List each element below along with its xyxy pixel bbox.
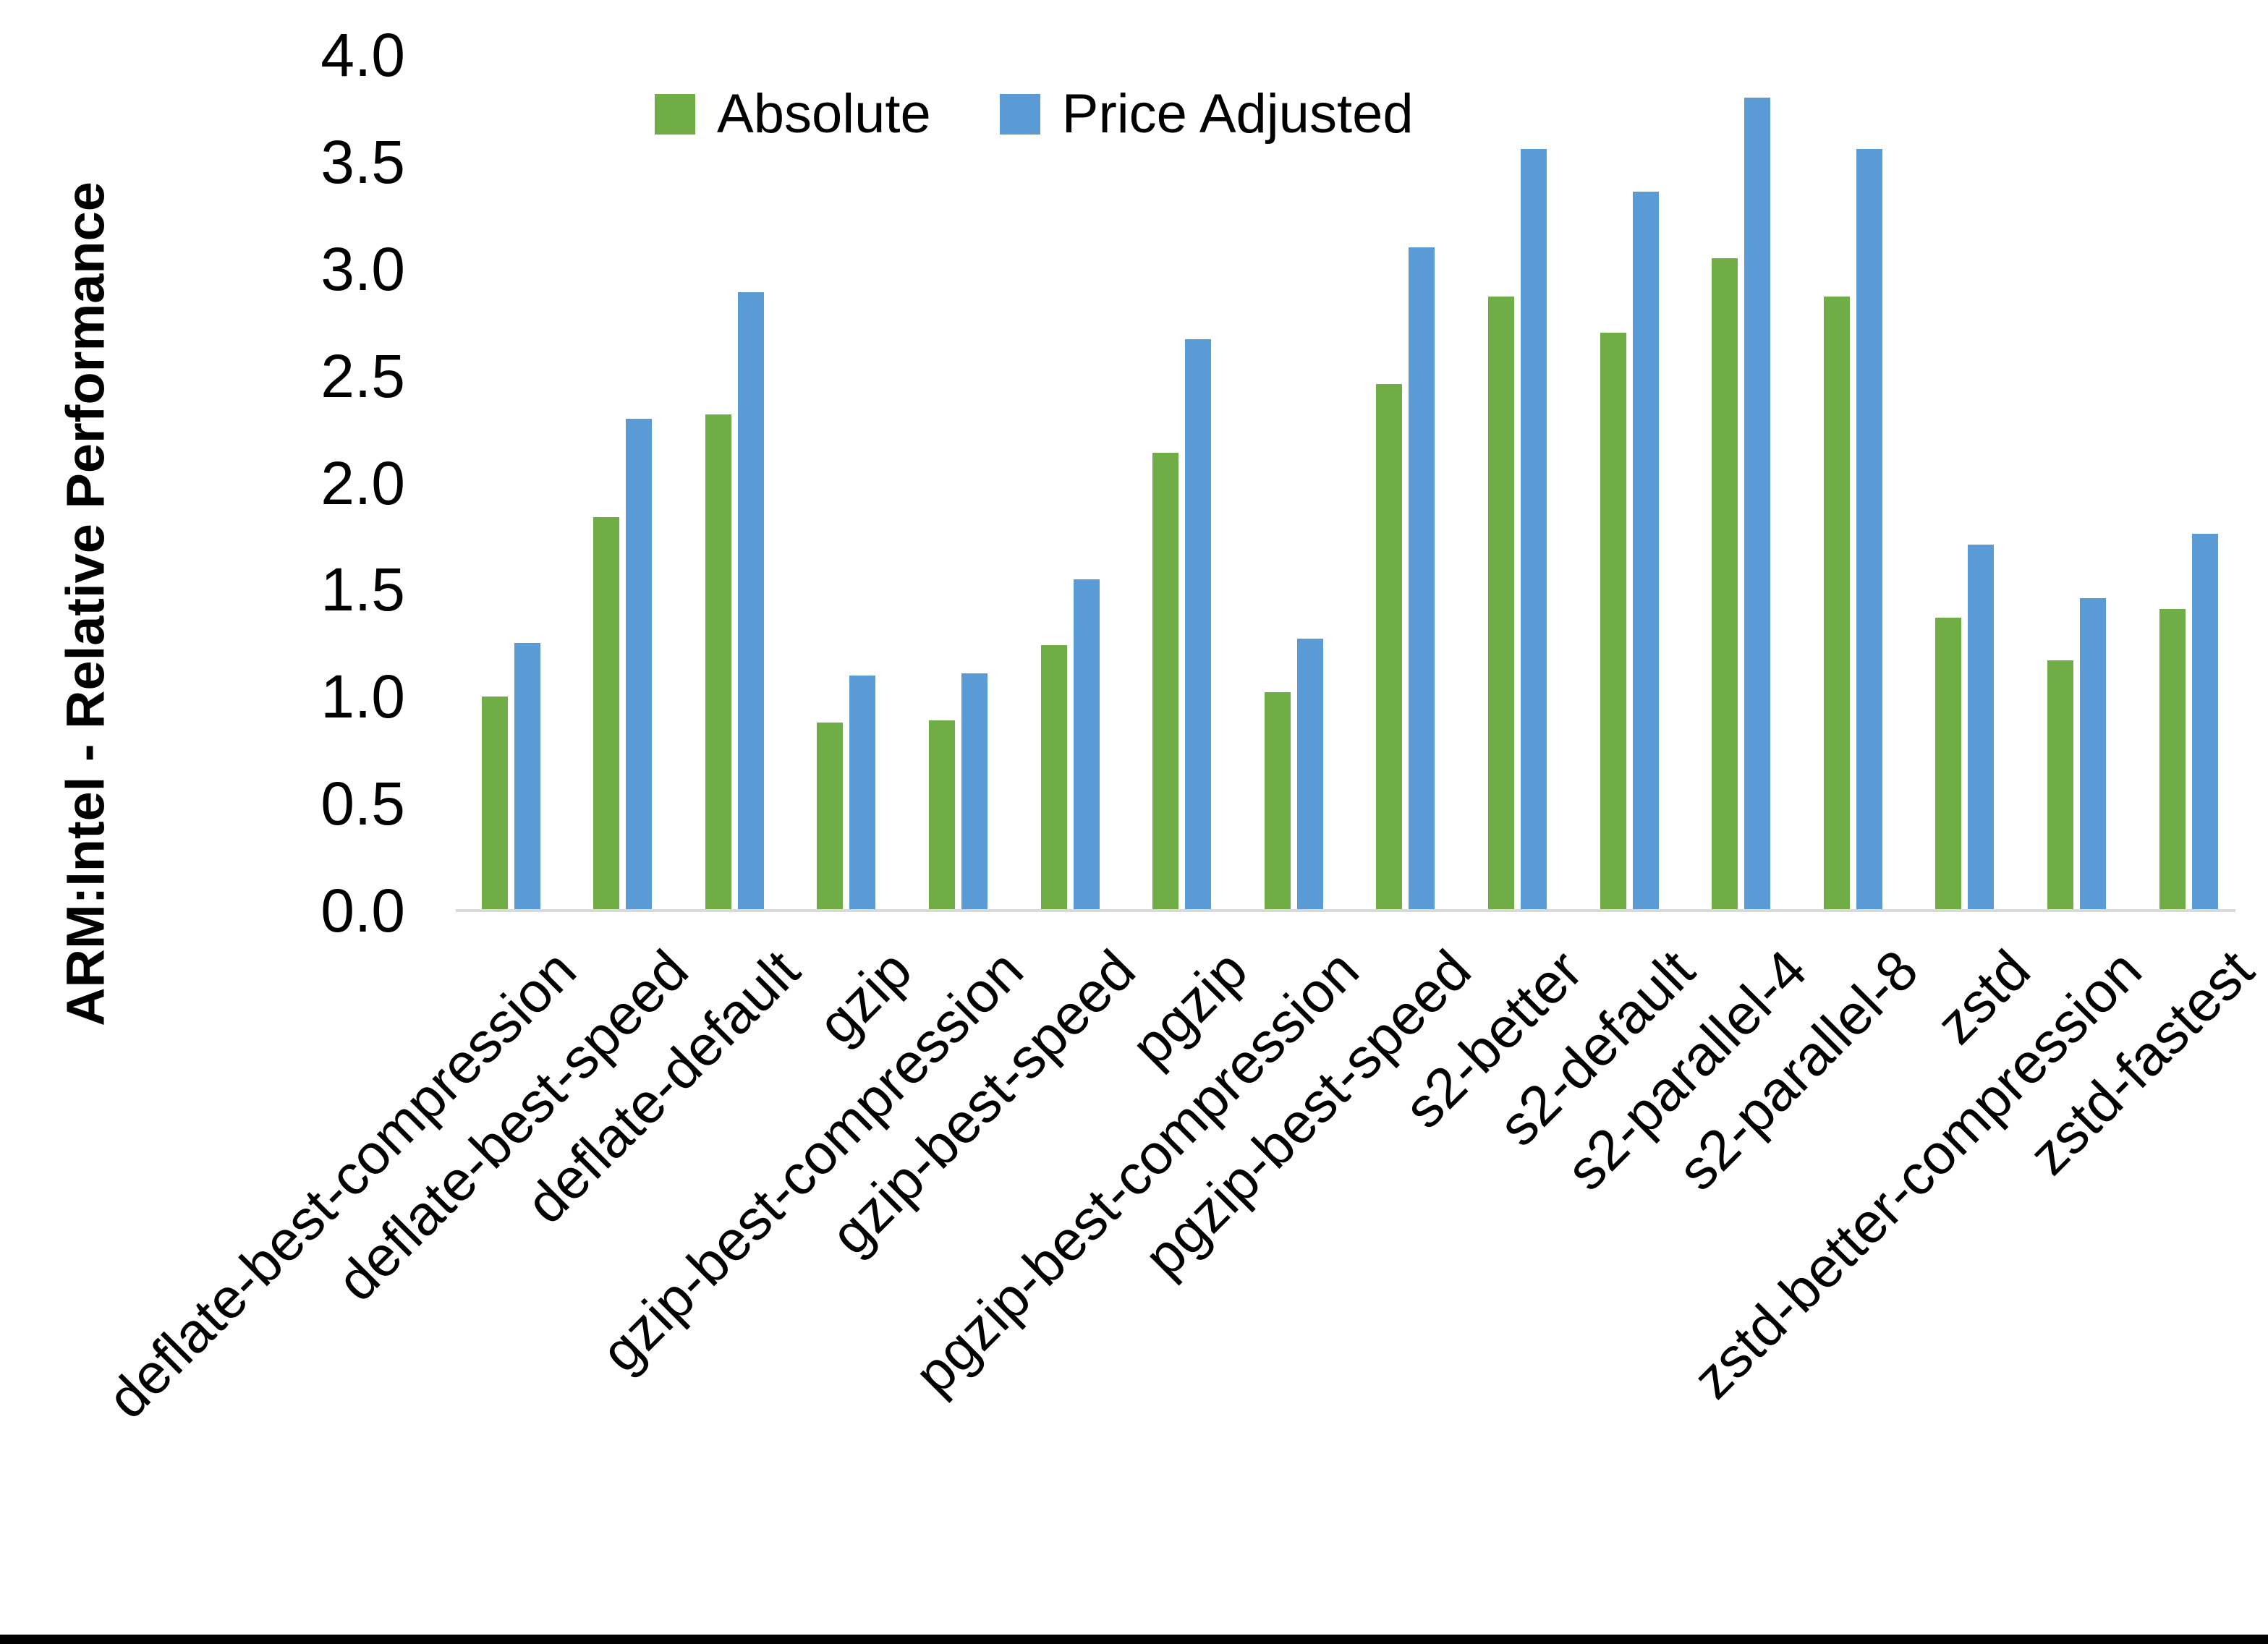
x-category-label-deflate-best-compression: deflate-best-compression xyxy=(95,937,588,1431)
bar-absolute-gzip-best-compression xyxy=(928,720,955,911)
bar-absolute-gzip xyxy=(817,723,844,911)
y-tick-label-3.0: 3.0 xyxy=(320,234,405,303)
bar-absolute-gzip-best-speed xyxy=(1040,645,1067,911)
bar-absolute-deflate-best-compression xyxy=(481,697,508,911)
legend-item-absolute: Absolute xyxy=(655,87,931,142)
legend-swatch-price-adjusted-icon xyxy=(999,94,1040,135)
bar-absolute-deflate-best-speed xyxy=(593,517,620,911)
legend-item-price-adjusted: Price Adjusted xyxy=(999,83,1414,145)
bar-price-adjusted-pgzip xyxy=(1185,339,1212,911)
bar-absolute-pgzip xyxy=(1152,453,1179,911)
bar-absolute-s2-better xyxy=(1487,297,1514,911)
y-tick-label-1.0: 1.0 xyxy=(320,663,405,731)
bar-price-adjusted-s2-parallel-4 xyxy=(1744,98,1771,911)
bar-price-adjusted-gzip xyxy=(849,676,876,911)
bar-absolute-zstd-better-compression xyxy=(2047,660,2073,911)
y-tick-label-4.0: 4.0 xyxy=(320,21,405,89)
bar-price-adjusted-s2-default xyxy=(1632,192,1659,911)
y-tick-label-0.5: 0.5 xyxy=(320,770,405,838)
x-axis-line xyxy=(456,909,2235,912)
y-tick-label-2.5: 2.5 xyxy=(320,341,405,410)
bar-price-adjusted-zstd-better-compression xyxy=(2079,598,2106,911)
y-tick-label-3.5: 3.5 xyxy=(320,127,405,196)
bar-price-adjusted-zstd-fastest xyxy=(2191,534,2218,911)
bar-price-adjusted-pgzip-best-compression xyxy=(1296,639,1323,911)
legend: Absolute Price Adjusted xyxy=(655,87,1414,142)
bottom-border-bar xyxy=(0,1635,2268,1644)
bar-absolute-pgzip-best-compression xyxy=(1264,692,1291,911)
bar-absolute-s2-default xyxy=(1600,333,1626,911)
bar-absolute-s2-parallel-4 xyxy=(1712,258,1738,911)
bar-price-adjusted-pgzip-best-speed xyxy=(1409,247,1435,911)
bar-absolute-zstd xyxy=(1935,618,1962,911)
legend-swatch-absolute-icon xyxy=(655,94,695,135)
bar-price-adjusted-gzip-best-compression xyxy=(961,673,988,911)
bar-price-adjusted-deflate-default xyxy=(737,292,764,911)
bar-price-adjusted-deflate-best-speed xyxy=(626,419,653,911)
bar-price-adjusted-deflate-best-compression xyxy=(514,643,540,911)
y-tick-label-0.0: 0.0 xyxy=(320,877,405,945)
y-tick-label-1.5: 1.5 xyxy=(320,555,405,624)
bar-absolute-deflate-default xyxy=(705,414,731,911)
bar-price-adjusted-zstd xyxy=(1968,545,1995,911)
bar-price-adjusted-s2-better xyxy=(1520,149,1547,911)
legend-label-price-adjusted: Price Adjusted xyxy=(1061,83,1414,145)
bar-price-adjusted-s2-parallel-8 xyxy=(1856,149,1882,911)
bar-absolute-zstd-fastest xyxy=(2159,609,2186,911)
bar-absolute-pgzip-best-speed xyxy=(1376,384,1403,911)
y-tick-label-2.0: 2.0 xyxy=(320,448,405,517)
bar-price-adjusted-gzip-best-speed xyxy=(1073,579,1100,911)
legend-label-absolute: Absolute xyxy=(717,83,931,145)
bar-absolute-s2-parallel-8 xyxy=(1823,297,1850,911)
